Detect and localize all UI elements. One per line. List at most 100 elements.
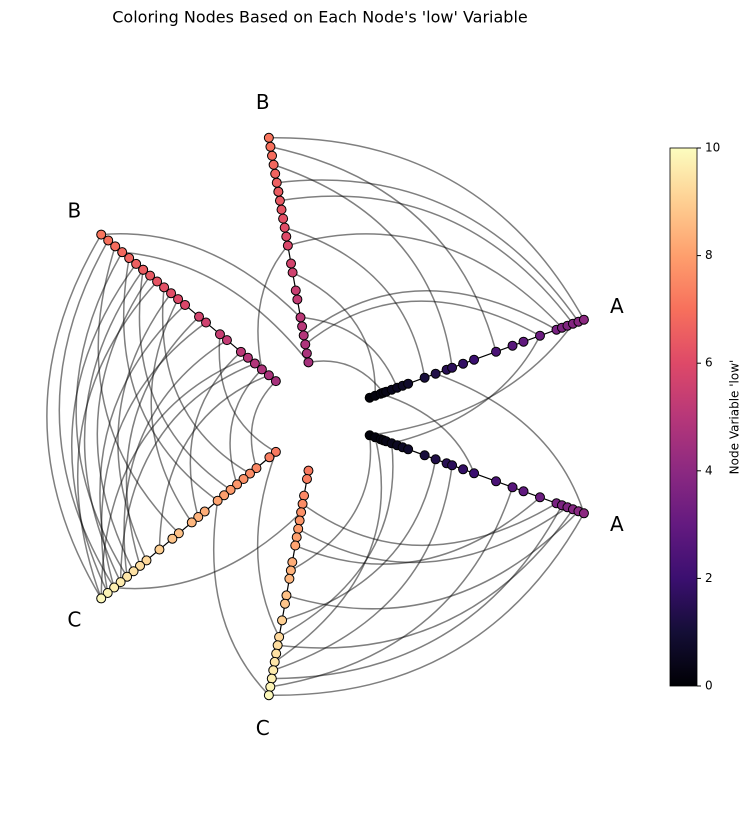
node [286, 258, 297, 269]
chart-title: Coloring Nodes Based on Each Node's 'low… [112, 8, 528, 27]
edge [218, 334, 277, 453]
node [102, 587, 113, 598]
node [159, 282, 170, 293]
node [122, 571, 133, 582]
node [274, 631, 285, 642]
node [292, 294, 303, 305]
node [131, 258, 142, 269]
edge [75, 251, 128, 578]
node [287, 557, 298, 568]
node [186, 517, 197, 528]
node [167, 533, 178, 544]
node [295, 312, 306, 323]
edge [101, 233, 302, 318]
edge [276, 179, 580, 323]
axis-label: B [68, 199, 82, 223]
node [534, 330, 545, 341]
node [419, 450, 430, 461]
node [180, 299, 191, 310]
node [266, 673, 277, 684]
node [430, 454, 441, 465]
node [201, 317, 212, 328]
node [419, 372, 430, 383]
node [279, 222, 290, 233]
node [278, 213, 289, 224]
edge [100, 357, 249, 599]
colorbar-tick-label: 2 [705, 571, 713, 585]
node [263, 370, 274, 381]
node [281, 590, 292, 601]
node [145, 270, 156, 281]
axis-label: C [256, 716, 270, 740]
node [294, 515, 305, 526]
node [193, 511, 204, 522]
node [96, 593, 107, 604]
node [115, 577, 126, 588]
edge [277, 508, 574, 649]
edge [161, 287, 251, 475]
node [297, 321, 308, 332]
edge [435, 372, 585, 514]
node [235, 346, 246, 357]
axis-label: A [610, 512, 624, 536]
node [268, 665, 279, 676]
colorbar-tick-label: 6 [705, 356, 713, 370]
edge [97, 246, 180, 534]
node [284, 573, 295, 584]
node [128, 566, 139, 577]
node [578, 508, 589, 519]
node [166, 288, 177, 299]
node [124, 253, 135, 264]
node [287, 267, 298, 278]
edge [308, 360, 385, 394]
edge [119, 362, 256, 583]
node [403, 378, 414, 389]
node [507, 340, 518, 351]
edge [138, 269, 232, 491]
node [268, 159, 279, 170]
edge [279, 195, 574, 325]
edge [123, 257, 219, 502]
node [447, 460, 458, 471]
edge [292, 271, 376, 396]
node [256, 364, 267, 375]
node [269, 656, 280, 667]
edge [150, 298, 193, 523]
edge [58, 240, 115, 588]
node [117, 247, 128, 258]
edge [71, 263, 137, 594]
node [271, 177, 282, 188]
colorbar-tick-label: 0 [705, 679, 713, 693]
node [173, 294, 184, 305]
edge [77, 280, 158, 599]
edge [302, 502, 557, 546]
node [138, 264, 149, 275]
node [458, 358, 469, 369]
edge [284, 226, 426, 378]
node [277, 615, 288, 626]
node [301, 348, 312, 359]
node [299, 490, 310, 501]
node [267, 150, 278, 161]
node [279, 598, 290, 609]
edge [96, 275, 151, 572]
node [281, 231, 292, 242]
axis-label: B [256, 90, 270, 114]
node [296, 507, 307, 518]
colorbar-tick-label: 8 [705, 248, 713, 262]
edge [100, 321, 207, 594]
colorbar-tick-label: 10 [705, 141, 720, 155]
node [263, 690, 274, 701]
node [109, 582, 120, 593]
node [110, 241, 121, 252]
node [534, 492, 545, 503]
node [271, 648, 282, 659]
node [297, 498, 308, 509]
node [303, 357, 314, 368]
node [265, 681, 276, 692]
edge [99, 304, 186, 588]
node [518, 486, 529, 497]
node [199, 506, 210, 517]
node [244, 468, 255, 479]
node [265, 141, 276, 152]
